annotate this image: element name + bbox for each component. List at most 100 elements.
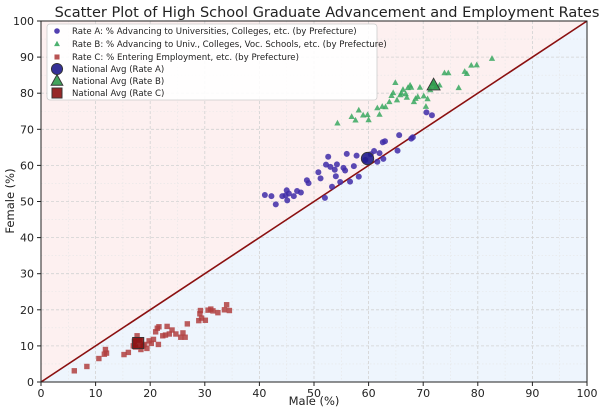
rate-c-point (164, 323, 170, 330)
legend-label: Rate B: % Advancing to Univ., Colleges, … (72, 40, 387, 50)
rate-a-point (268, 193, 275, 200)
rate-c-point (180, 330, 186, 336)
rate-b-point (403, 94, 410, 100)
rate-c-point (198, 315, 205, 321)
rate-c-point (197, 307, 204, 314)
rate-a-point (396, 132, 403, 139)
rate-b-point (420, 92, 427, 99)
legend-label: National Avg (Rate B) (72, 77, 164, 87)
rate-b-point (488, 55, 496, 61)
national-avg-rate-b-marker (426, 77, 441, 91)
rate-b-point (399, 86, 407, 92)
rate-b-point (463, 70, 471, 76)
legend-label: Rate C: % Entering Employment, etc. (by … (72, 53, 299, 63)
y-tick-label: 60 (20, 159, 34, 172)
rate-b-point (468, 61, 475, 68)
rate-c-point (152, 329, 159, 335)
rate-b-point (402, 90, 409, 97)
rate-a-point (329, 183, 336, 190)
y-tick-label: 30 (20, 268, 34, 281)
rate-b-point (376, 111, 383, 117)
x-tick-label: 20 (143, 387, 157, 400)
rate-a-point (350, 163, 357, 170)
rate-c-point (173, 331, 179, 337)
rate-a-point (327, 163, 334, 170)
rate-b-point (424, 95, 431, 102)
rate-c-point (210, 308, 216, 314)
rate-b-point (473, 61, 480, 68)
y-tick-label: 0 (27, 376, 34, 389)
rate-b-point (408, 84, 415, 90)
rate-c-point (155, 341, 162, 348)
rate-b-point (445, 69, 452, 76)
rate-a-point (305, 180, 312, 187)
rate-c-point (138, 346, 144, 353)
legend-label: National Avg (Rate C) (72, 89, 164, 99)
rate-c-point (205, 307, 211, 313)
y-tick-label: 70 (20, 123, 34, 136)
rate-b-point (355, 106, 362, 113)
rate-a-point (261, 192, 268, 199)
rate-c-point (221, 307, 228, 313)
rate-a-point (347, 178, 354, 185)
rate-a-point (272, 201, 279, 208)
rate-c-point (134, 333, 140, 339)
rate-c-point (223, 302, 230, 308)
rate-c-point (184, 321, 191, 327)
legend-label: Rate A: % Advancing to Universities, Col… (72, 27, 357, 37)
reference-diagonal-line (40, 20, 588, 383)
rate-a-point (376, 150, 383, 157)
rate-a-point (371, 147, 378, 154)
national-avg-rate-a-marker (360, 151, 375, 166)
rate-c-point (125, 349, 132, 356)
rate-c-point (162, 332, 169, 338)
rate-c-point (226, 307, 233, 314)
rate-b-point (364, 111, 371, 118)
rate-a-point (380, 155, 387, 162)
rate-a-point (343, 150, 350, 157)
rate-a-point (355, 173, 362, 180)
x-tick-label: 50 (307, 387, 321, 400)
rate-c-point (121, 351, 127, 358)
rate-c-point (182, 334, 188, 340)
rate-c-point (142, 341, 148, 348)
rate-a-point (394, 147, 401, 154)
legend: Rate A: % Advancing to Universities, Col… (46, 23, 387, 101)
rate-a-point (297, 189, 304, 196)
rate-a-point (428, 112, 435, 119)
legend-marker-national-avg-rate-c (51, 87, 63, 99)
rate-b-point (374, 104, 381, 111)
rate-c-point (96, 355, 102, 362)
rate-a-point (285, 190, 292, 197)
x-tick-label: 100 (577, 387, 598, 400)
rate-c-point (102, 346, 109, 353)
rate-a-point (332, 173, 339, 180)
rate-b-point (365, 116, 372, 123)
rate-b-point (382, 103, 389, 110)
legend-marker-rate-a (54, 28, 60, 34)
rate-b-point (398, 89, 405, 96)
rate-b-point (348, 113, 355, 119)
rate-c-point (156, 324, 162, 330)
rate-a-point (381, 138, 388, 145)
rate-c-point (148, 340, 154, 347)
rate-c-point (215, 309, 221, 316)
y-tick-label: 40 (20, 232, 34, 245)
rate-b-point (386, 98, 393, 105)
rate-b-point (416, 84, 424, 90)
rate-c-point (103, 350, 110, 356)
x-tick-label: 10 (89, 387, 103, 400)
rate-c-point (144, 345, 150, 352)
rate-b-point (388, 92, 395, 99)
legend-marker-national-avg-rate-a (50, 62, 64, 76)
rate-c-point (196, 317, 202, 324)
rate-b-point (334, 119, 341, 126)
rate-c-point (197, 311, 203, 317)
rate-a-point (315, 169, 322, 176)
x-tick-label: 90 (525, 387, 539, 400)
y-tick-label: 10 (20, 340, 34, 353)
rate-a-point (374, 158, 381, 165)
rate-c-point (166, 331, 173, 337)
rate-c-point (202, 317, 209, 323)
